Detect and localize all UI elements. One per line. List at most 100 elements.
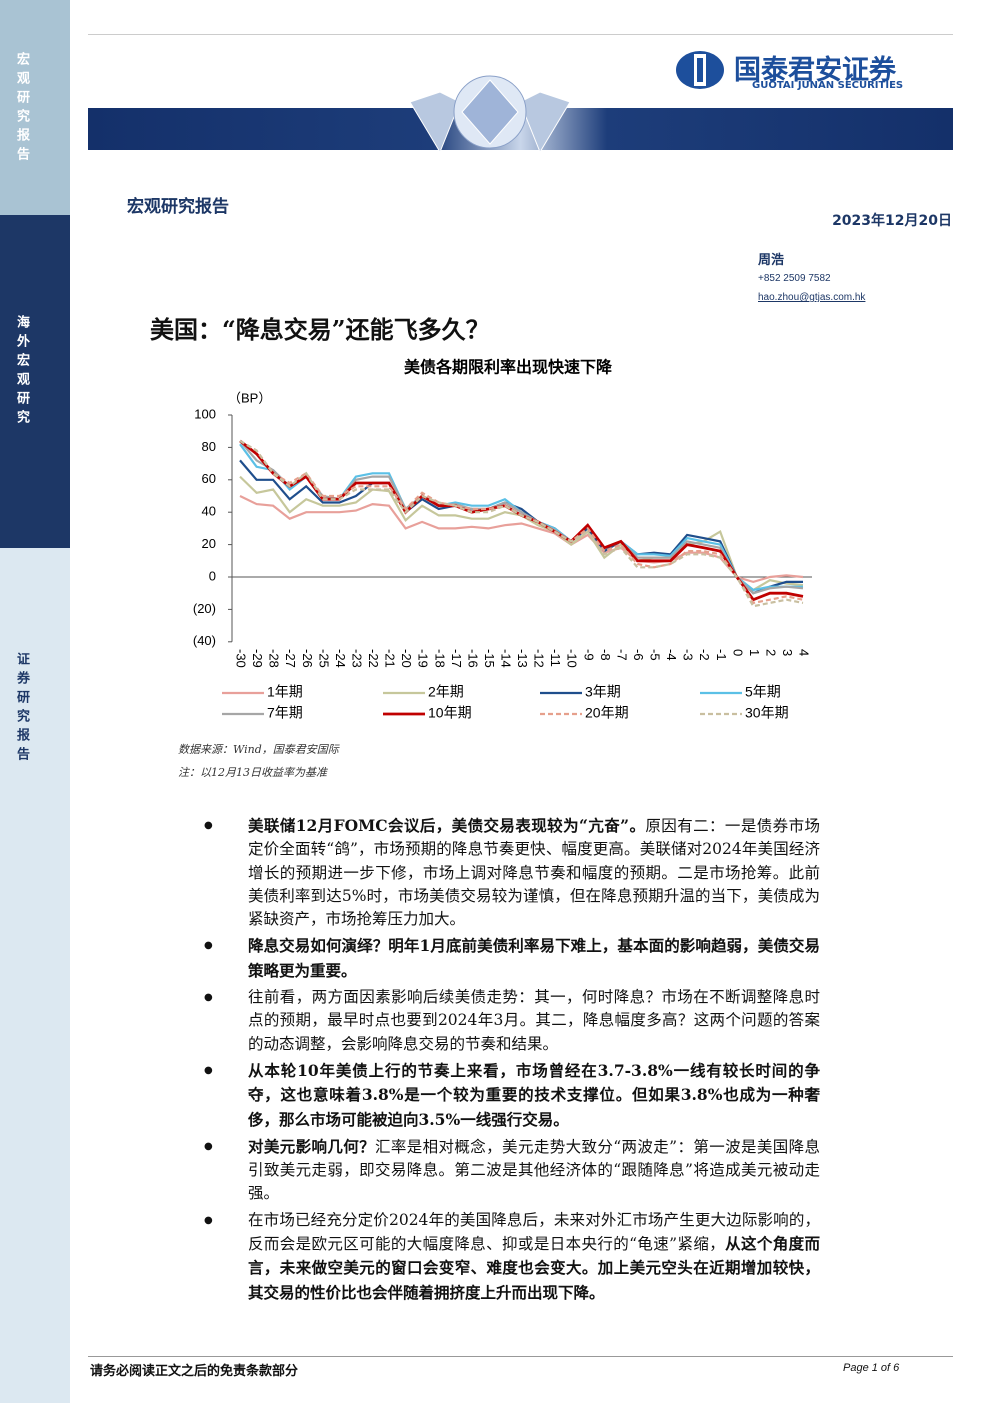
header-rule [88,34,953,35]
legend-label: 30年期 [745,705,789,721]
footer-disclaimer: 请务必阅读正文之后的免责条款部分 [90,1364,299,1379]
sidebar-text: 证券研究报告 [14,652,29,766]
x-tick-label: -16 [465,649,480,668]
x-tick-label: -15 [482,649,497,668]
y-axis-label: （BP） [228,390,271,405]
x-tick-label: -27 [283,649,298,668]
logo-mark [676,51,724,89]
series-line [239,443,803,592]
series-line [239,459,803,595]
legend-label: 7年期 [267,705,303,721]
bullet-text: 从本轮10年美债上行的节奏上来看，市场曾经在3.7-3.8%一线有较长时间的争夺… [248,1060,820,1129]
sidebar-text: 海外宏观研究 [14,315,29,429]
x-tick-label: -25 [316,649,331,668]
x-tick-label: -5 [648,649,663,661]
sidebar-bottom: 证券研究报告 [0,548,70,1403]
bullet-text: 降息交易如何演绎？明年1月底前美债利率易下难上，基本面的影响趋弱，美债交易策略更… [248,936,820,980]
series-line [239,475,804,592]
chart: 美债各期限利率出现快速下降 （BP） 100806040200(20)(40)-… [193,358,812,721]
x-tick-label: -28 [267,649,282,668]
y-tick-label: 40 [202,504,216,519]
bullet-text: 对美元影响几何？ [248,1136,376,1156]
x-tick-label: -10 [565,649,580,668]
bullet-text: 原因有二：一是债券市场定价全面转“鸽”，市场预期的降息节奏更快、幅度更高。美联储… [248,817,820,929]
x-tick-label: -18 [432,649,447,668]
x-tick-label: 4 [797,649,812,656]
x-tick-label: -21 [383,649,398,668]
diamond-art [409,75,571,154]
series-line [239,439,804,605]
y-tick-label: 60 [202,471,216,486]
x-tick-label: -9 [581,649,596,661]
series-line [239,495,804,584]
x-tick-label: -26 [300,649,315,668]
x-tick-label: -14 [499,649,514,668]
series-line [239,439,804,608]
bullet-text: 在市场已经充分定价2024年的美国降息后，未来对外汇市场产生更大边际影响的，反而… [248,1210,820,1254]
x-tick-label: -13 [515,649,530,668]
x-tick-label: 1 [747,649,762,656]
y-tick-label: 80 [202,439,216,454]
report-title: 美国：“降息交易”还能飞多久？ [150,315,490,344]
author-email[interactable]: hao.zhou@gtjas.com.hk [758,292,866,303]
x-tick-label: -24 [333,649,348,668]
x-tick-label: 0 [730,649,745,656]
source-note: 数据来源：Wind，国泰君安国际 [178,743,339,756]
x-tick-label: -2 [697,649,712,661]
logo-en: GUOTAI JUNAN SECURITIES [752,80,904,91]
sidebar-mid: 海外宏观研究 [0,215,70,548]
y-tick-label: 100 [194,406,216,421]
legend-label: 2年期 [428,684,464,700]
page-number: Page 1 of 6 [843,1362,900,1374]
legend-label: 10年期 [428,705,472,721]
author-phone: +852 2509 7582 [758,273,831,284]
bullet-list: 美联储12月FOMC会议后，美债交易表现较为“亢奋”。原因有二：一是债券市场定价… [200,814,820,1308]
section-label: 宏观研究报告 [127,197,229,217]
y-tick-label: (40) [193,633,216,648]
x-tick-label: -4 [664,649,679,661]
y-tick-label: 0 [209,568,216,583]
x-tick-label: -6 [631,649,646,661]
sidebar-text: 宏观研究报告 [14,52,29,166]
series-line [239,440,804,595]
bullet: 从本轮10年美债上行的节奏上来看，市场曾经在3.7-3.8%一线有较长时间的争夺… [200,1059,820,1132]
bullet: 对美元影响几何？汇率是相对概念，美元走势大致分“两波走”：第一波是美国降息引致美… [200,1135,820,1206]
legend-label: 5年期 [745,684,781,700]
bullet-text: 往前看，两方面因素影响后续美债走势：其一，何时降息？市场在不断调整降息时点的预期… [248,988,820,1053]
x-tick-label: -1 [714,649,729,661]
legend-label: 3年期 [585,684,621,700]
bullet-text: 汇率是相对概念，美元走势大致分“两波走”：第一波是美国降息引致美元走弱，即交易降… [248,1137,820,1203]
author-name: 周浩 [758,253,785,268]
bullet-text: 从这个角度而言，未来做空美元的窗口会变窄、难度也会变大。加上美元空头在近期增加较… [248,1234,820,1302]
bullet: 在市场已经充分定价2024年的美国降息后，未来对外汇市场产生更大边际影响的，反而… [200,1209,820,1305]
bullet: 降息交易如何演绎？明年1月底前美债利率易下难上，基本面的影响趋弱，美债交易策略更… [200,934,820,983]
legend-label: 1年期 [267,684,303,700]
footer-rule [88,1356,953,1357]
chart-title: 美债各期限利率出现快速下降 [404,358,613,377]
x-tick-label: -11 [548,649,563,667]
logo-cn: 国泰君安证券 [734,55,896,86]
x-tick-label: 3 [780,649,795,656]
y-tick-label: 20 [202,536,216,551]
x-tick-label: -7 [614,649,629,661]
chart-note: 注：以12月13日收益率为基准 [178,766,327,779]
bullet-text: 美联储12月FOMC会议后，美债交易表现较为“亢奋”。 [248,816,646,835]
report-date: 2023年12月20日 [832,213,952,229]
x-tick-label: -30 [234,649,249,668]
x-tick-label: -22 [366,649,381,668]
x-tick-label: -3 [681,649,696,661]
series-line [239,439,804,602]
bullet: 往前看，两方面因素影响后续美债走势：其一，何时降息？市场在不断调整降息时点的预期… [200,986,820,1056]
x-tick-label: -20 [399,649,414,668]
y-tick-label: (20) [193,601,216,616]
x-tick-label: -8 [598,649,613,661]
legend-label: 20年期 [585,705,629,721]
sidebar-top: 宏观研究报告 [0,0,70,215]
x-tick-label: -17 [449,649,464,668]
x-tick-label: 2 [763,649,778,656]
bullet: 美联储12月FOMC会议后，美债交易表现较为“亢奋”。原因有二：一是债券市场定价… [200,814,820,931]
x-tick-label: -19 [416,649,431,668]
x-tick-label: -12 [532,649,547,668]
x-tick-label: -23 [349,649,364,668]
